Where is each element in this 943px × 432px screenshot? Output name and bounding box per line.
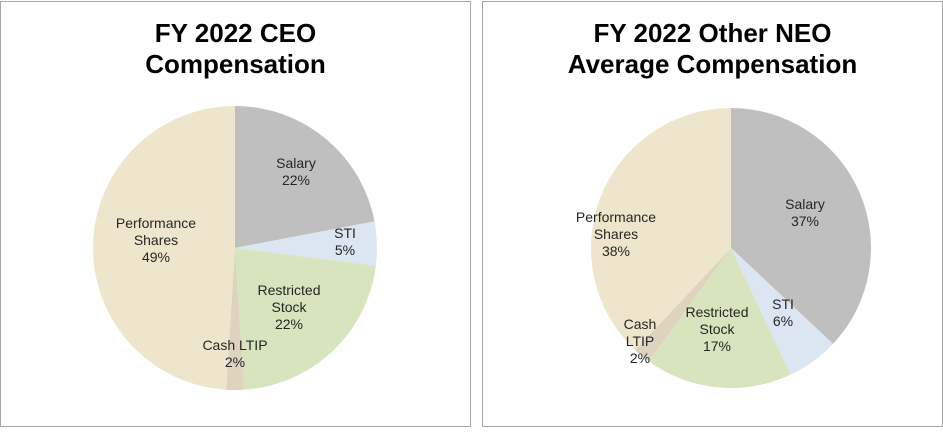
data-label-sti: STI 6% bbox=[772, 296, 794, 329]
pie-slice-salary bbox=[731, 108, 871, 344]
pie-slice-restricted-stock bbox=[648, 248, 791, 388]
pie-slice-cash-ltip bbox=[226, 248, 244, 390]
pie-slice-sti bbox=[731, 248, 834, 375]
data-label-restricted-stock: Restricted Stock 22% bbox=[257, 282, 320, 332]
chart-title: FY 2022 CEO Compensation bbox=[1, 18, 470, 80]
title-line-1: FY 2022 Other NEO bbox=[593, 18, 832, 48]
pie-slice-cash-ltip bbox=[635, 248, 731, 362]
data-label-sti: STI 5% bbox=[334, 225, 356, 258]
pie-slice-sti bbox=[235, 221, 378, 266]
data-label-cash-ltip: Cash LTIP 2% bbox=[202, 337, 267, 370]
pie-slice-performance-shares bbox=[93, 106, 235, 390]
pie: Salary 37% STI 6% Restricted Stock 17% Cash LTIP… bbox=[576, 107, 871, 388]
data-label-performance-shares: Performance Shares 38% bbox=[576, 209, 656, 259]
pie-slice-performance-shares bbox=[591, 107, 731, 351]
title-line-1: FY 2022 CEO bbox=[154, 18, 317, 48]
chart-title: FY 2022 Other NEO Average Compensation bbox=[483, 18, 942, 80]
pie-slice-restricted-stock bbox=[235, 248, 376, 390]
neo-compensation-chart: FY 2022 Other NEO Average Compensation S… bbox=[482, 1, 943, 427]
data-label-performance-shares: Performance Shares 49% bbox=[116, 215, 196, 265]
data-label-restricted-stock: Restricted Stock 17% bbox=[685, 304, 748, 354]
data-label-salary: Salary 22% bbox=[276, 155, 316, 188]
ceo-compensation-chart: FY 2022 CEO Compensation Salary 22% STI 5% R… bbox=[0, 1, 471, 427]
data-label-salary: Salary 37% bbox=[785, 196, 825, 229]
data-label-cash-ltip: Cash LTIP 2% bbox=[624, 316, 657, 366]
title-line-2: Average Compensation bbox=[567, 49, 858, 79]
pie: Salary 22% STI 5% Restricted Stock 22% Cash LTI… bbox=[93, 106, 378, 390]
title-line-2: Compensation bbox=[145, 49, 326, 79]
pie-slice-salary bbox=[235, 106, 375, 248]
